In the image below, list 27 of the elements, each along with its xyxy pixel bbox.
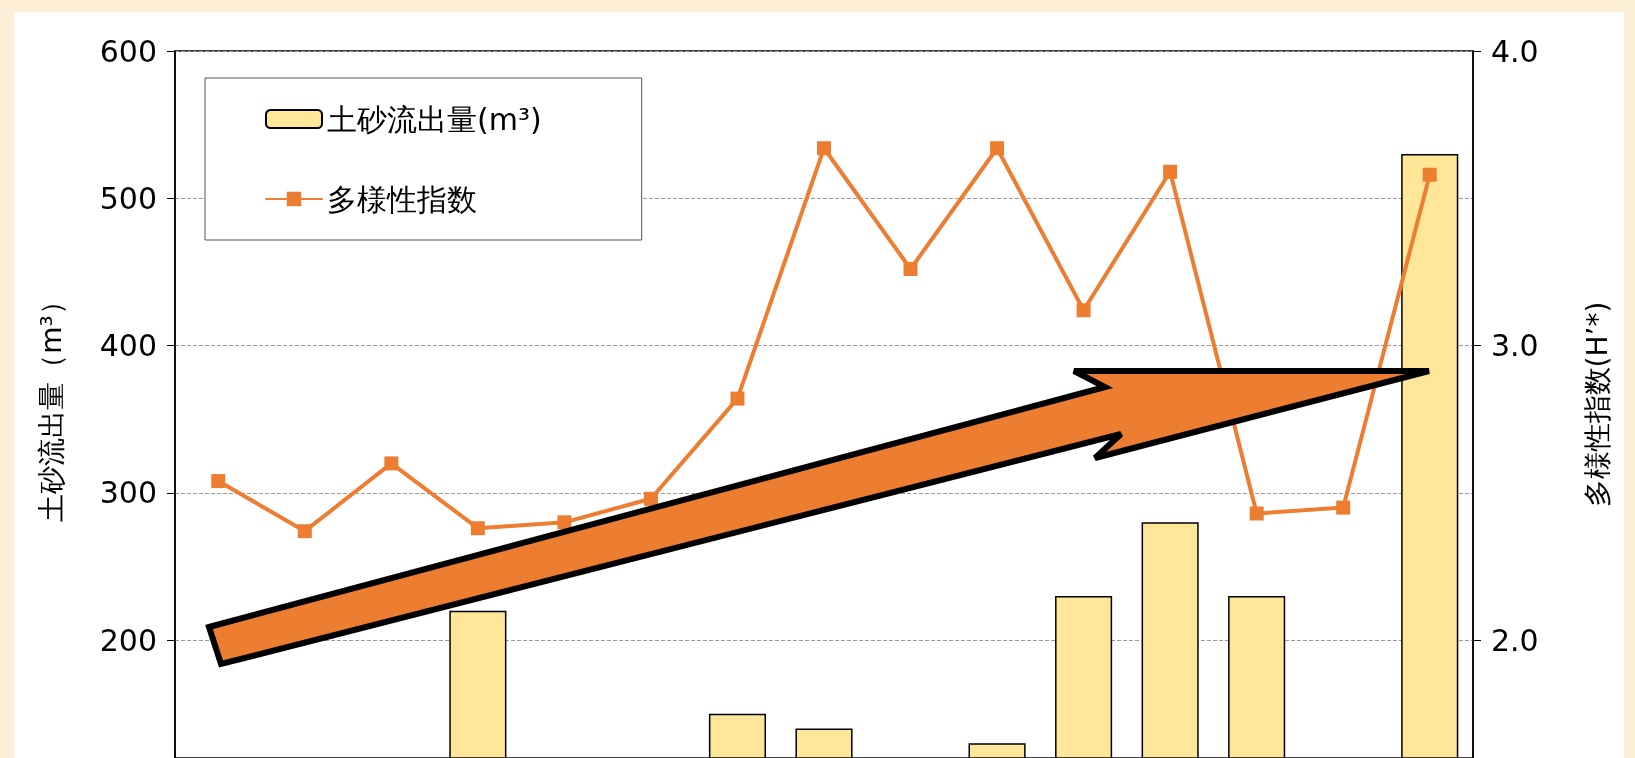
legend-label: 多様性指数 bbox=[327, 181, 477, 217]
point bbox=[557, 515, 572, 530]
y-tick-label: 200 bbox=[99, 622, 157, 658]
point bbox=[730, 391, 745, 406]
y2-tick-label: 2.0 bbox=[1491, 622, 1539, 658]
y-tick-label: 300 bbox=[99, 475, 157, 511]
y-tick-label: 600 bbox=[99, 33, 157, 69]
y-tick-label: 500 bbox=[99, 180, 157, 216]
point bbox=[817, 141, 831, 156]
legend-label: 土砂流出量(m³) bbox=[327, 101, 542, 137]
point bbox=[211, 474, 226, 489]
point bbox=[1163, 164, 1178, 179]
point bbox=[470, 521, 485, 536]
point bbox=[990, 141, 1005, 156]
y2-axis-title: 多様性指数(H’*) bbox=[1580, 301, 1614, 508]
point bbox=[1076, 303, 1091, 318]
point bbox=[643, 491, 658, 506]
y2-tick-label: 3.0 bbox=[1491, 328, 1539, 364]
point bbox=[1422, 167, 1437, 182]
y-axis-title: 土砂流出量（m³） bbox=[34, 287, 68, 522]
point bbox=[1249, 506, 1264, 521]
point bbox=[297, 524, 312, 539]
y-tick-label: 400 bbox=[99, 328, 157, 364]
y2-tick-label: 4.0 bbox=[1491, 33, 1539, 69]
point bbox=[903, 261, 918, 276]
point bbox=[384, 456, 399, 471]
point bbox=[1336, 500, 1351, 515]
